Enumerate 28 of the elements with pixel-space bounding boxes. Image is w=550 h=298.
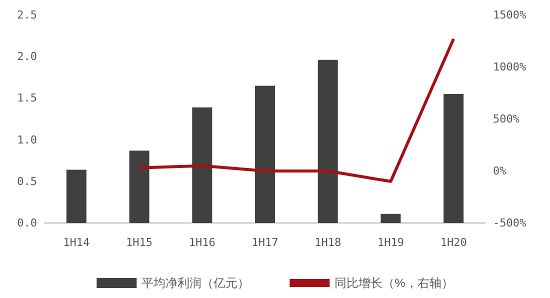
line-series [138,37,456,183]
x-tick-label: 1H18 [314,236,342,249]
y2-tick-label: 1500% [493,8,526,22]
y2-tick-label: 0% [493,164,507,178]
bar [192,107,212,223]
y-tick-label: 0.0 [17,216,37,230]
bar [255,86,275,223]
y-tick-label: 2.5 [17,8,37,22]
x-tick-label: 1H20 [440,236,467,249]
x-tick-label: 1H17 [252,236,278,249]
bar [380,214,401,223]
y-tick-label: 1.0 [17,133,37,146]
x-tick-label: 1H14 [63,236,90,249]
y2-tick-label: 500% [493,112,520,126]
legend-label: 平均净利润（亿元） [142,276,250,290]
x-tick-label: 1H19 [377,236,404,249]
y2-tick-label: 1000% [493,60,526,74]
bar [129,150,150,223]
bar [318,60,338,223]
bar [66,170,86,223]
x-tick-label: 1H16 [188,236,216,249]
bar [444,94,464,223]
y-tick-label: 2.0 [17,50,37,64]
legend-label: 同比增长（%，右轴） [334,276,454,290]
y2-tick-label: -500% [493,216,526,230]
x-tick-label: 1H15 [126,236,153,249]
y-tick-label: 0.5 [17,174,37,188]
y-tick-label: 1.5 [17,92,37,105]
